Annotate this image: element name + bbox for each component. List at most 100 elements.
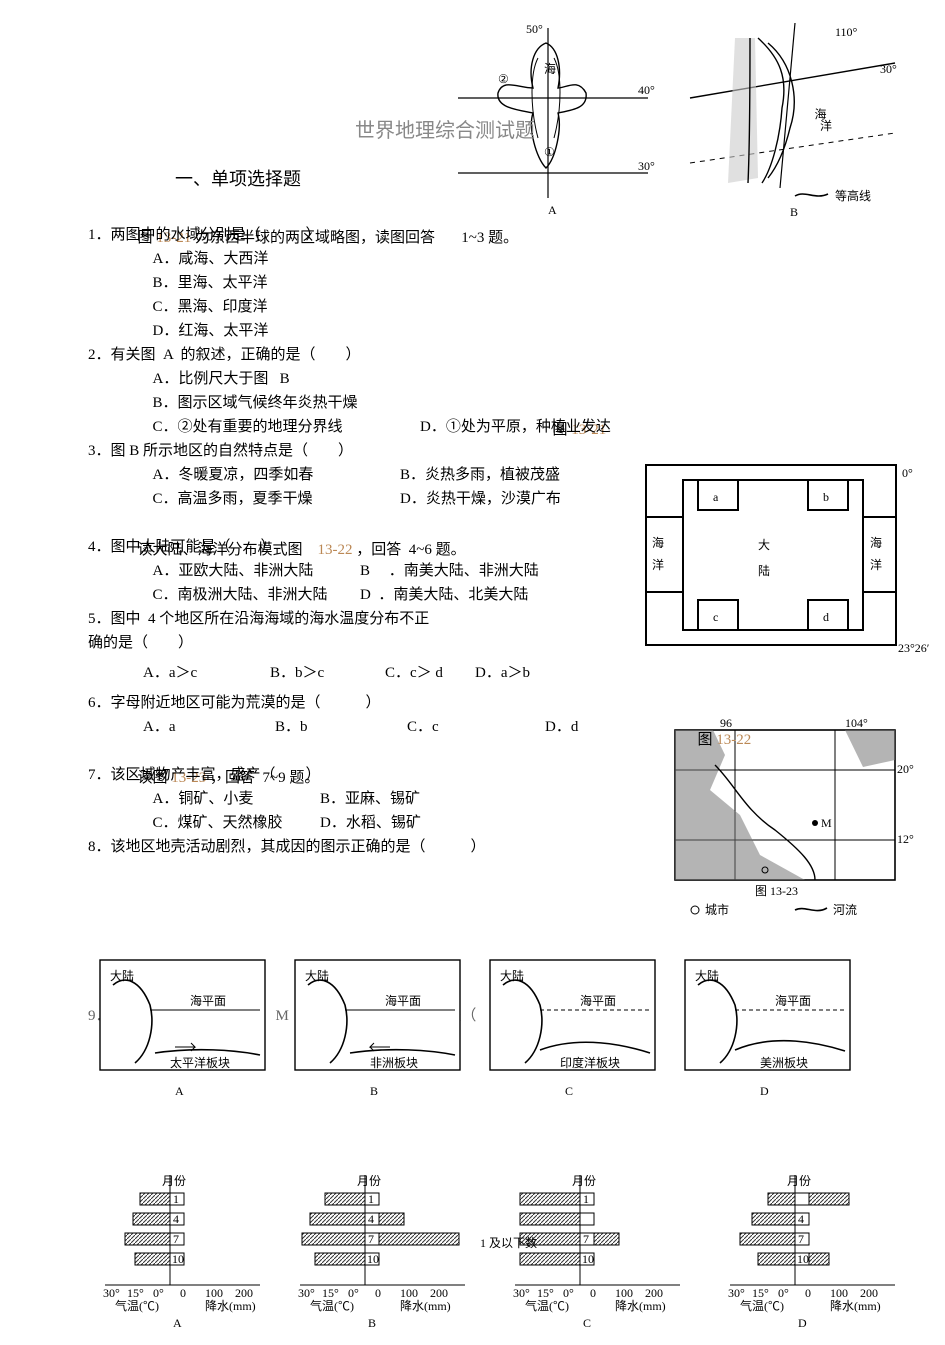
svg-text:气温(℃): 气温(℃) bbox=[525, 1298, 569, 1313]
x-104: 104° bbox=[845, 716, 868, 730]
svg-text:0°: 0° bbox=[153, 1286, 164, 1300]
marker-2: ② bbox=[498, 72, 509, 86]
lat-30: 30° bbox=[638, 159, 655, 173]
q3-c: C．高温多雨，夏季干燥 bbox=[115, 486, 313, 513]
svg-text:B: B bbox=[368, 1316, 376, 1330]
svg-text:200: 200 bbox=[235, 1286, 253, 1300]
q8: 8．该地区地壳活动剧烈，其成因的图示正确的是（ ） bbox=[88, 834, 486, 861]
q1-b: B．里海、太平洋 bbox=[115, 270, 268, 297]
svg-text:7: 7 bbox=[368, 1232, 374, 1246]
q4-d: D ．南美大陆、北美大陆 bbox=[360, 582, 528, 609]
svg-text:0°: 0° bbox=[563, 1286, 574, 1300]
q5-o4: D．a＞b bbox=[475, 660, 530, 687]
q5-line1: 5．图中 4 个地区所在沿海海域的海水温度分布不正 bbox=[88, 606, 429, 633]
q7-c: C．煤矿、天然橡胶 bbox=[115, 810, 283, 837]
svg-text:气温(℃): 气温(℃) bbox=[740, 1298, 784, 1313]
pt-d: d bbox=[823, 610, 829, 624]
climate-diagrams: 月份 1 4 7 10 30° 15° 0° 0 100 200 气温(℃) 降… bbox=[95, 1175, 915, 1335]
pt-c: c bbox=[713, 610, 718, 624]
fig-label-2: 图 13-22 bbox=[690, 700, 751, 754]
q1-a: A．咸海、大西洋 bbox=[115, 246, 268, 273]
svg-text:1: 1 bbox=[368, 1192, 374, 1206]
svg-text:15°: 15° bbox=[752, 1286, 769, 1300]
q6: 6．字母附近地区可能为荒漠的是（ ） bbox=[88, 690, 381, 717]
svg-text:30°: 30° bbox=[103, 1286, 120, 1300]
page-title: 世界地理综合测试题 bbox=[355, 113, 535, 149]
marker-m: M bbox=[821, 816, 832, 830]
svg-text:C: C bbox=[565, 1084, 573, 1098]
q2-a: A．比例尺大于图 B bbox=[115, 366, 290, 393]
svg-text:100: 100 bbox=[830, 1286, 848, 1300]
lat-0: 0° bbox=[902, 466, 913, 480]
svg-text:美洲板块: 美洲板块 bbox=[760, 1056, 808, 1070]
svg-text:7: 7 bbox=[798, 1232, 804, 1246]
land-2: 陆 bbox=[758, 563, 770, 578]
svg-text:降水(mm): 降水(mm) bbox=[830, 1299, 881, 1313]
y-20: 20° bbox=[897, 762, 914, 776]
q4-c: C．南极洲大陆、非洲大陆 bbox=[115, 582, 328, 609]
svg-text:印度洋板块: 印度洋板块 bbox=[560, 1055, 620, 1070]
plate-diagrams: 大陆 海平面 太平洋板块 A 大陆 海平面 非洲板块 B 大陆 海平面 印度洋板… bbox=[95, 955, 915, 1115]
svg-text:降水(mm): 降水(mm) bbox=[205, 1299, 256, 1313]
land-1: 大 bbox=[758, 538, 770, 552]
svg-text:200: 200 bbox=[860, 1286, 878, 1300]
lat-40: 40° bbox=[638, 83, 655, 97]
pt-b: b bbox=[823, 490, 829, 504]
svg-text:0: 0 bbox=[375, 1286, 381, 1300]
q7-a: A．铜矿、小麦 bbox=[115, 786, 253, 813]
lon-110: 110° bbox=[835, 25, 858, 39]
q7-b: B．亚麻、锡矿 bbox=[320, 786, 420, 813]
svg-text:200: 200 bbox=[430, 1286, 448, 1300]
svg-text:月份: 月份 bbox=[162, 1175, 186, 1188]
q3: 3．图 B 所示地区的自然特点是（ ） bbox=[88, 438, 353, 465]
svg-text:10: 10 bbox=[172, 1252, 184, 1266]
svg-text:30°: 30° bbox=[728, 1286, 745, 1300]
svg-text:D: D bbox=[798, 1316, 807, 1330]
q1: 1．两图中的水域分别是（ ） bbox=[88, 222, 321, 249]
panel-label-a: A bbox=[548, 203, 557, 217]
svg-text:4: 4 bbox=[798, 1212, 804, 1226]
svg-text:10: 10 bbox=[367, 1252, 379, 1266]
q4-a: A．亚欧大陆、非洲大陆 bbox=[115, 558, 313, 585]
svg-text:0: 0 bbox=[180, 1286, 186, 1300]
panel-label-b: B bbox=[790, 205, 798, 218]
svg-text:气温(℃): 气温(℃) bbox=[115, 1298, 159, 1313]
svg-text:气温(℃): 气温(℃) bbox=[310, 1298, 354, 1313]
q4: 4．图中大陆可能是（ ） bbox=[88, 534, 276, 561]
svg-text:100: 100 bbox=[400, 1286, 418, 1300]
q2-c: C．②处有重要的地理分界线 bbox=[115, 414, 343, 441]
svg-text:7: 7 bbox=[583, 1232, 589, 1246]
svg-text:洋: 洋 bbox=[652, 557, 664, 572]
svg-text:太平洋板块: 太平洋板块 bbox=[170, 1055, 230, 1070]
svg-text:海平面: 海平面 bbox=[775, 993, 811, 1008]
legend-city: 城市 bbox=[705, 902, 729, 917]
q1-c: C．黑海、印度洋 bbox=[115, 294, 268, 321]
ocean-label: 海 bbox=[813, 107, 827, 120]
svg-text:15°: 15° bbox=[322, 1286, 339, 1300]
q3-d: D．炎热干燥，沙漠广布 bbox=[400, 486, 561, 513]
svg-text:4: 4 bbox=[173, 1212, 179, 1226]
ocean-right-1: 海 bbox=[870, 535, 882, 550]
figure-13-22: a b c d 海 洋 海 洋 大 陆 0° 23°26′ bbox=[638, 457, 938, 672]
q3-a: A．冬暖夏凉，四季如春 bbox=[115, 462, 313, 489]
svg-text:海平面: 海平面 bbox=[190, 993, 226, 1008]
legend-contour: 等高线 bbox=[835, 188, 871, 203]
legend-river: 河流 bbox=[833, 903, 857, 917]
ocean-label2: 洋 bbox=[820, 118, 832, 133]
q2-d: D．①处为平原，种植业发达 bbox=[420, 414, 611, 441]
svg-text:洋: 洋 bbox=[870, 557, 882, 572]
lon-50: 50° bbox=[526, 22, 543, 36]
svg-text:100: 100 bbox=[205, 1286, 223, 1300]
svg-text:1 及以下数: 1 及以下数 bbox=[480, 1235, 537, 1250]
lat-23: 23°26′ bbox=[898, 641, 930, 655]
q5-o2: B．b＞c bbox=[270, 660, 324, 687]
svg-text:15°: 15° bbox=[537, 1286, 554, 1300]
q7-d: D．水稻、锡矿 bbox=[320, 810, 421, 837]
svg-text:月份: 月份 bbox=[787, 1175, 811, 1188]
svg-text:0°: 0° bbox=[778, 1286, 789, 1300]
svg-text:10: 10 bbox=[582, 1252, 594, 1266]
q6-c: C．c bbox=[407, 714, 439, 741]
figure-13-21-b: 110° 30° 海 洋 等高线 B bbox=[680, 18, 910, 218]
q5-line2: 确的是（ ） bbox=[88, 630, 193, 657]
q6-d: D．d bbox=[545, 714, 578, 741]
